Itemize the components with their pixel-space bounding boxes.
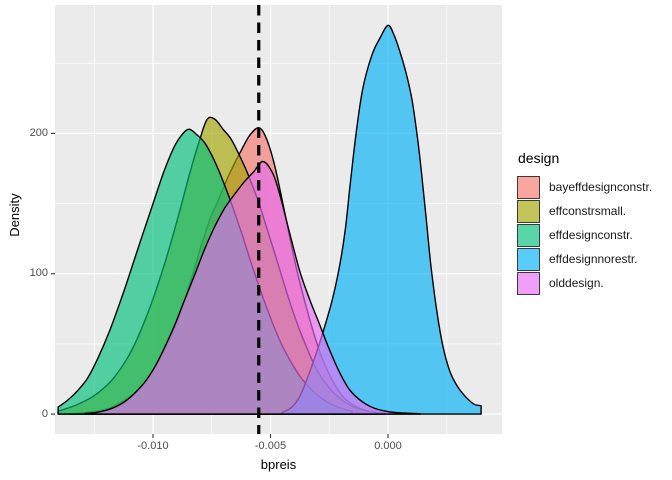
y-axis-title: Density	[7, 193, 22, 237]
x-axis-title: bpreis	[260, 457, 297, 472]
y-tick-label: 100	[29, 267, 48, 280]
legend-entry: effconstrsmall.	[517, 199, 652, 223]
legend-swatch	[517, 223, 540, 247]
legend-label: olddesign.	[549, 276, 604, 290]
legend-label: effdesignconstr.	[549, 228, 633, 242]
legend-entry: effdesignconstr.	[517, 223, 652, 247]
legend-label: bayeffdesignconstr.	[549, 180, 653, 194]
legend-entry: effdesignnorestr.	[517, 247, 652, 271]
x-tick-label: 0.000	[374, 440, 402, 452]
x-tick-label: -0.010	[137, 440, 169, 452]
legend-swatch	[517, 271, 540, 295]
legend-entry: olddesign.	[517, 271, 652, 295]
legend-swatch	[517, 199, 540, 223]
legend-label: effdesignnorestr.	[549, 252, 638, 266]
density-area-olddesign	[84, 160, 421, 415]
legend-title: design	[518, 150, 560, 166]
legend-entry: bayeffdesignconstr.	[517, 175, 652, 199]
y-tick-label: 0	[41, 407, 48, 420]
legend-entries: bayeffdesignconstr. effconstrsmall. effdes…	[517, 175, 652, 295]
x-tick-label: -0.005	[254, 440, 287, 452]
y-tick-label: 200	[29, 126, 48, 139]
legend-swatch	[517, 247, 540, 271]
legend-swatch	[517, 175, 540, 199]
legend: design bayeffdesignconstr. effconstrsmall…	[517, 150, 652, 295]
legend-label: effconstrsmall.	[549, 204, 627, 218]
